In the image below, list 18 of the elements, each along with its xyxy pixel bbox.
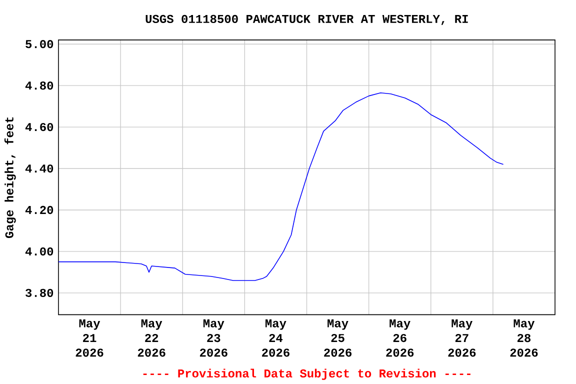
y-tick-label: 3.80 (26, 288, 54, 297)
y-tick-label: 4.80 (25, 81, 54, 90)
x-tick-label: May 26 2026 (386, 319, 414, 357)
y-tick-label: 4.20 (25, 206, 54, 214)
y-tick-label: 4.60 (25, 122, 54, 131)
y-tick-label: 5.00 (26, 40, 54, 48)
x-tick-label: May 28 2026 (510, 319, 538, 357)
chart-title: USGS 01118500 PAWCATUCK RIVER AT WESTERLY, RI (146, 14, 468, 25)
y-tick-label: 4.00 (25, 247, 54, 256)
text: ---- Provisional Data Subject to Revision ---- (143, 368, 470, 380)
x-tick-label: May 23 2026 (200, 319, 228, 357)
x-tick-label: May 22 2026 (138, 319, 166, 357)
y-axis-title: Gage height, feet (4, 117, 16, 238)
y-tick-label: 4.40 (25, 164, 54, 172)
x-tick-label: May 21 2026 (76, 319, 104, 357)
x-tick-label: May 25 2026 (324, 319, 352, 357)
x-tick-label: May 27 2026 (448, 319, 476, 357)
x-tick-label: May 24 2026 (262, 319, 290, 357)
